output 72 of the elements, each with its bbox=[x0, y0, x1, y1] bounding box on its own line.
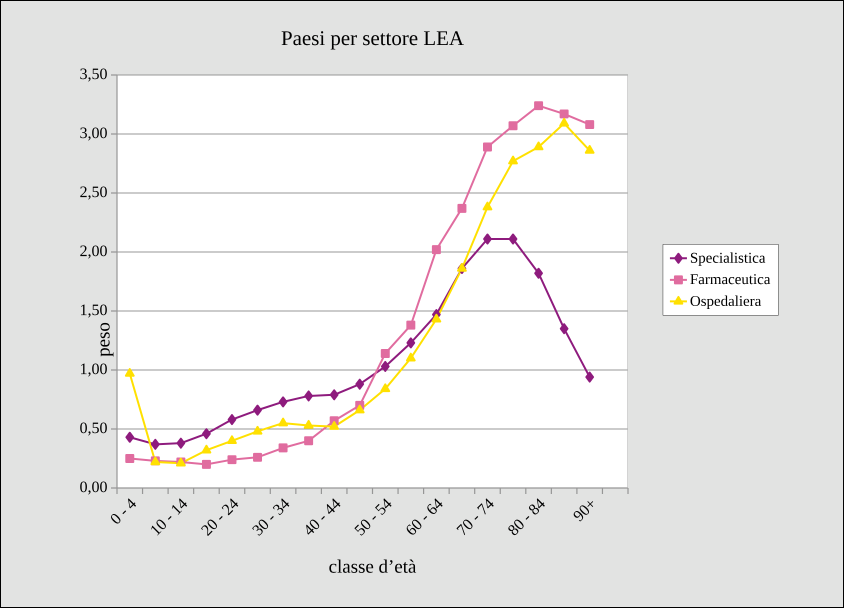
point bbox=[508, 234, 518, 244]
point bbox=[253, 404, 262, 416]
point bbox=[304, 390, 313, 402]
point bbox=[124, 368, 135, 377]
point bbox=[406, 320, 416, 330]
point bbox=[150, 438, 160, 450]
legend-label: Specialistica bbox=[690, 252, 766, 266]
point bbox=[330, 389, 339, 400]
point bbox=[125, 432, 134, 443]
point bbox=[304, 436, 314, 446]
point bbox=[354, 404, 365, 414]
point bbox=[406, 352, 416, 362]
point bbox=[508, 156, 518, 164]
legend-label: Ospedaliera bbox=[690, 296, 762, 310]
legend-label: Farmaceutica bbox=[690, 274, 770, 284]
point bbox=[380, 383, 390, 392]
point bbox=[406, 337, 416, 348]
point bbox=[560, 109, 569, 118]
y-tick-label: 3,00 bbox=[80, 127, 107, 141]
point bbox=[329, 421, 340, 430]
y-tick-label: 3,50 bbox=[80, 68, 107, 82]
point bbox=[457, 204, 466, 213]
point bbox=[483, 234, 492, 244]
point bbox=[482, 142, 492, 152]
point bbox=[202, 428, 211, 440]
point bbox=[125, 454, 134, 463]
y-axis-title: peso bbox=[100, 322, 114, 357]
x-tick-label: 50 - 54 bbox=[354, 498, 392, 536]
point bbox=[534, 268, 543, 279]
point bbox=[227, 435, 237, 444]
point bbox=[534, 141, 544, 150]
y-tick-label: 1,50 bbox=[80, 304, 107, 318]
x-tick-label: 70 - 74 bbox=[456, 498, 494, 536]
point bbox=[508, 121, 518, 130]
x-tick-label: 0 - 4 bbox=[111, 498, 136, 524]
point bbox=[380, 348, 390, 358]
point bbox=[253, 452, 262, 462]
point bbox=[176, 438, 186, 449]
y-tick-label: 0,50 bbox=[80, 422, 107, 436]
point bbox=[534, 101, 544, 110]
x-tick-label: 30 - 34 bbox=[252, 498, 290, 536]
point bbox=[278, 443, 288, 452]
point bbox=[585, 372, 594, 383]
point bbox=[227, 455, 236, 464]
x-tick-label: 60 - 64 bbox=[406, 498, 443, 535]
x-axis-title: classe d’età bbox=[329, 560, 416, 573]
y-tick-label: 2,50 bbox=[80, 186, 107, 200]
x-tick-label: 10 - 14 bbox=[151, 498, 188, 536]
x-tick-label: 90+ bbox=[574, 501, 594, 522]
chart-title: Paesi per settore LEA bbox=[282, 31, 464, 50]
point bbox=[278, 418, 288, 426]
point bbox=[355, 378, 364, 390]
point bbox=[584, 145, 595, 154]
point bbox=[202, 444, 212, 454]
point bbox=[202, 460, 211, 469]
x-tick-label: 40 - 44 bbox=[306, 498, 340, 535]
y-tick-label: 1,00 bbox=[80, 363, 107, 377]
y-tick-label: 2,00 bbox=[80, 245, 107, 259]
point bbox=[482, 202, 492, 210]
point bbox=[431, 314, 442, 322]
point bbox=[278, 396, 288, 408]
point bbox=[304, 420, 314, 429]
point bbox=[380, 360, 390, 372]
x-tick-label: 80 - 84 bbox=[508, 498, 545, 536]
point bbox=[228, 414, 236, 426]
x-tick-label: 20 - 24 bbox=[201, 498, 238, 536]
point bbox=[432, 245, 441, 254]
point bbox=[560, 323, 568, 334]
point bbox=[252, 426, 262, 435]
y-tick-label: 0,00 bbox=[80, 481, 107, 495]
point bbox=[559, 118, 570, 127]
point bbox=[585, 120, 594, 130]
